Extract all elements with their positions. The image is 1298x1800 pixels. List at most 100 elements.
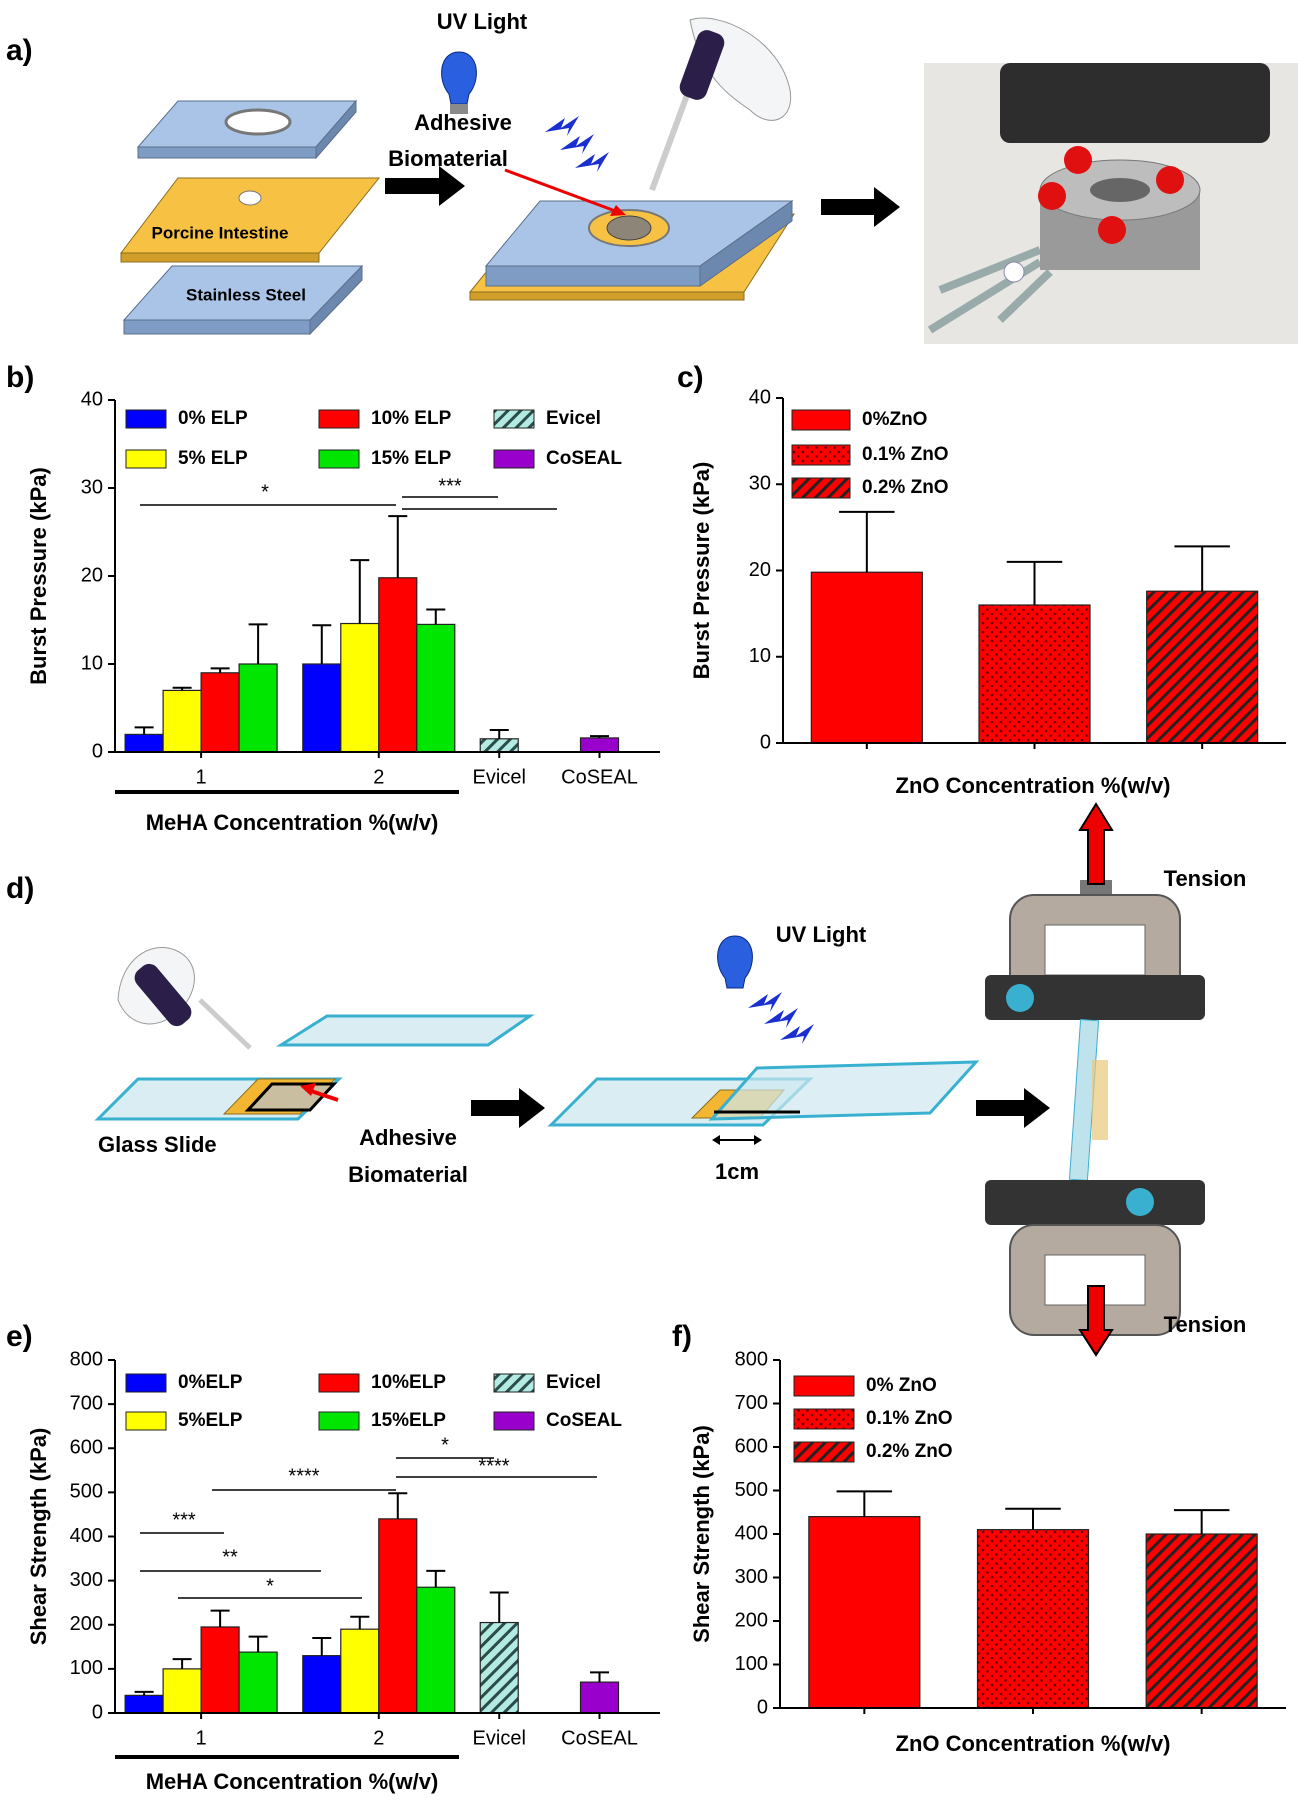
- significance-label: ***: [438, 475, 462, 497]
- tensile-tester: [1006, 984, 1034, 1012]
- bar: [808, 1515, 921, 1709]
- bar: [302, 1655, 342, 1714]
- error-bar: [210, 667, 230, 673]
- y-tick-label: 0: [757, 1696, 768, 1718]
- pipette: [198, 998, 252, 1050]
- uv-rays: [575, 152, 609, 172]
- y-tick-label: 0: [92, 740, 103, 762]
- bar: [200, 672, 240, 753]
- legend-label: 0.2% ZnO: [866, 1441, 953, 1462]
- y-tick-label: 400: [735, 1522, 768, 1544]
- error-bar: [172, 1658, 192, 1669]
- bar: [1146, 590, 1259, 744]
- uv-bulb: [450, 104, 468, 114]
- error-bar: [350, 559, 370, 624]
- dimension: [712, 1135, 720, 1145]
- legend-swatch: [318, 449, 360, 469]
- uv-rays: [748, 992, 814, 1044]
- legend-label: CoSEAL: [546, 448, 622, 469]
- adhesive-label: Biomaterial: [388, 146, 508, 171]
- steel-plate: [123, 319, 311, 335]
- bar: [238, 663, 278, 753]
- legend-swatch: [793, 1408, 855, 1430]
- bar: [378, 577, 418, 753]
- legend-label: 5% ELP: [178, 448, 248, 469]
- legend-swatch: [493, 449, 535, 469]
- error-bar: [134, 1690, 154, 1696]
- bar: [162, 1668, 202, 1714]
- uv-label: UV Light: [776, 922, 867, 947]
- error-bar: [388, 1492, 408, 1519]
- error-bar: [248, 1635, 268, 1653]
- legend-swatch: [791, 444, 851, 466]
- arrow: [821, 187, 900, 227]
- pipette: [679, 30, 725, 100]
- uv-rays: [780, 1024, 814, 1044]
- y-tick-label: 500: [735, 1479, 768, 1501]
- error-bar: [836, 1490, 893, 1517]
- photo: [1003, 261, 1025, 283]
- y-tick-label: 0: [92, 1701, 103, 1723]
- bar: [340, 622, 380, 753]
- x-tick-label: Evicel: [473, 1727, 526, 1749]
- error-bar: [1006, 560, 1063, 605]
- photo: [1090, 178, 1150, 202]
- legend-swatch: [493, 409, 535, 429]
- steel-plate: [315, 99, 357, 160]
- error-bar: [590, 1671, 610, 1683]
- error-bar: [426, 1569, 446, 1588]
- significance-label: **: [222, 1546, 238, 1568]
- bar: [479, 1621, 519, 1714]
- y-tick-label: 300: [70, 1569, 103, 1591]
- y-tick-label: 40: [81, 388, 103, 410]
- layer-label: Porcine Intestine: [152, 223, 289, 242]
- uv-rays: [748, 992, 782, 1012]
- legend-label: 5%ELP: [178, 1410, 243, 1431]
- bar: [978, 604, 1091, 744]
- hole: [224, 108, 292, 136]
- legend-label: Evicel: [546, 408, 601, 429]
- bar: [124, 1694, 164, 1714]
- uv-label: UV Light: [437, 9, 528, 34]
- bar: [238, 1651, 278, 1714]
- x-tick-label: CoSEAL: [561, 766, 638, 788]
- error-bar: [248, 623, 268, 664]
- bar: [1145, 1533, 1258, 1709]
- pointer: [610, 205, 626, 216]
- legend-swatch: [125, 409, 167, 429]
- x-axis-label: ZnO Concentration %(w/v): [896, 773, 1171, 798]
- tensile-tester: [1044, 924, 1146, 976]
- bar: [416, 1586, 456, 1714]
- legend-label: Evicel: [546, 1372, 601, 1393]
- y-tick-label: 10: [81, 652, 103, 674]
- legend-label: 0% ELP: [178, 408, 248, 429]
- y-tick-label: 20: [749, 559, 771, 581]
- legend-label: 0.1% ZnO: [866, 1408, 953, 1429]
- x-tick-label: 2: [373, 766, 384, 788]
- steel-plate: [485, 265, 701, 287]
- steel-plate: [699, 200, 793, 287]
- bar: [124, 733, 164, 753]
- legend-label: 0%ZnO: [862, 409, 927, 430]
- legend-label: 0% ZnO: [866, 1375, 937, 1396]
- photo: [1064, 146, 1092, 174]
- panel-label: a): [6, 34, 33, 67]
- error-bar: [590, 735, 610, 738]
- legend-label: 10% ELP: [371, 408, 452, 429]
- error-bar: [489, 1591, 509, 1623]
- bar: [162, 689, 202, 753]
- y-tick-label: 100: [70, 1657, 103, 1679]
- legend-swatch: [493, 1411, 535, 1431]
- significance-label: ****: [288, 1465, 319, 1487]
- panel-label: e): [6, 1320, 33, 1353]
- adhesive-label: Adhesive: [359, 1125, 457, 1150]
- x-tick-label: 2: [373, 1727, 384, 1749]
- legend-swatch: [125, 1411, 167, 1431]
- error-bar: [210, 1609, 230, 1627]
- error-bar: [312, 624, 332, 664]
- error-bar: [1173, 1509, 1230, 1534]
- y-tick-label: 10: [749, 645, 771, 667]
- pipette: [117, 946, 252, 1050]
- pipette: [134, 963, 192, 1027]
